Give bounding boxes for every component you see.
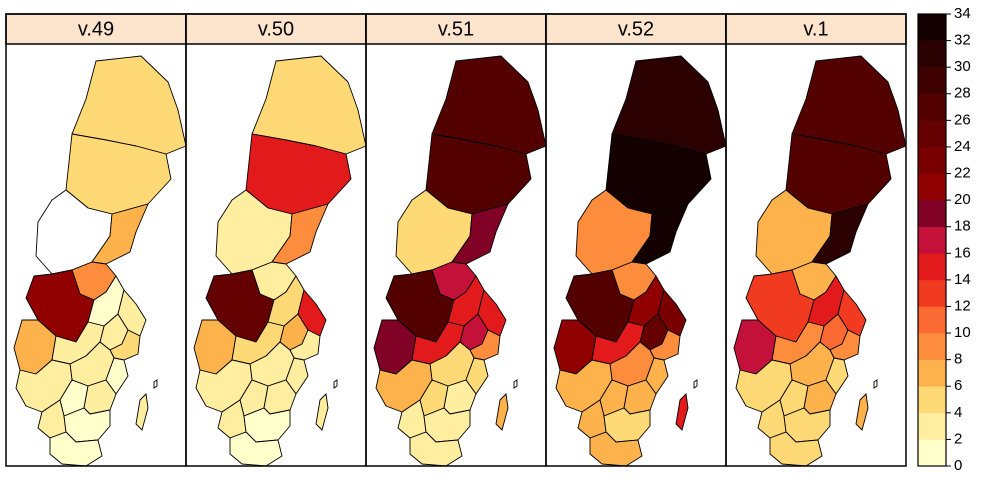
region-polygon <box>769 431 823 467</box>
legend-tick-label: 22 <box>954 164 971 181</box>
small-island-polygon <box>693 379 698 389</box>
map-panel: v.49 <box>5 13 187 467</box>
legend-tick-label: 12 <box>954 297 971 314</box>
legend-tick-label: 2 <box>954 430 962 447</box>
legend-color-cell <box>918 253 946 281</box>
island-region-polygon <box>135 393 149 431</box>
region-polygon <box>49 431 103 467</box>
legend-tick-label: 18 <box>954 218 971 235</box>
region-polygon <box>91 203 149 265</box>
panel-title: v.49 <box>78 18 114 40</box>
region-polygon <box>451 203 509 265</box>
legend-color-cell <box>918 173 946 201</box>
legend-color-cell <box>918 67 946 95</box>
map-regions <box>373 55 547 467</box>
region-polygon <box>589 431 643 467</box>
island-region-polygon <box>315 393 329 431</box>
panel-strip <box>5 13 187 45</box>
legend-color-cell <box>918 200 946 228</box>
legend-tick-label: 4 <box>954 404 962 421</box>
region-polygon <box>631 203 689 265</box>
legend-color-cell <box>918 146 946 174</box>
panel-strip <box>545 13 727 45</box>
region-polygon <box>645 357 669 395</box>
legend-tick-label: 8 <box>954 351 962 368</box>
region-polygon <box>271 203 329 265</box>
legend-color-cell <box>918 306 946 334</box>
region-polygon <box>825 357 849 395</box>
region-polygon <box>285 357 309 395</box>
legend-tick-label: 10 <box>954 324 971 341</box>
island-region-polygon <box>855 393 869 431</box>
panel-title: v.51 <box>438 18 474 40</box>
small-island-polygon <box>333 379 338 389</box>
legend-tick-label: 0 <box>954 457 962 474</box>
region-polygon <box>465 357 489 395</box>
small-island-polygon <box>513 379 518 389</box>
legend-color-cell <box>918 439 946 467</box>
legend-tick-label: 32 <box>954 32 971 49</box>
legend-color-cell <box>918 412 946 440</box>
map-regions <box>733 55 907 467</box>
legend-color-cell <box>918 14 946 41</box>
map-panel: v.51 <box>365 13 547 467</box>
legend-color-cell <box>918 333 946 360</box>
legend-color-cell <box>918 120 946 148</box>
region-polygon <box>105 357 129 395</box>
map-panel: v.1 <box>725 13 907 467</box>
legend-color-cell <box>918 359 946 387</box>
island-region-polygon <box>675 393 689 431</box>
map-regions <box>193 55 367 467</box>
panel-title: v.1 <box>803 18 828 40</box>
legend-tick-label: 14 <box>954 271 971 288</box>
legend-frame <box>917 13 947 467</box>
legend-tick-label: 30 <box>954 58 971 75</box>
panel-title: v.52 <box>618 18 654 40</box>
legend-color-cell <box>918 279 946 307</box>
panel-title: v.50 <box>258 18 294 40</box>
small-island-polygon <box>153 379 158 389</box>
map-panel: v.50 <box>185 13 367 467</box>
map-regions <box>553 55 727 467</box>
legend-color-cell <box>918 93 946 121</box>
legend-tick-label: 34 <box>954 5 971 22</box>
legend-color-cell <box>918 386 946 414</box>
legend-color-cell <box>918 40 946 68</box>
legend-tick-label: 28 <box>954 85 971 102</box>
panel-frame <box>725 13 907 467</box>
legend-color-cell <box>918 226 946 254</box>
region-polygon <box>409 431 463 467</box>
region-polygon <box>811 203 869 265</box>
island-region-polygon <box>495 393 509 431</box>
panels-layer: v.49 v.50 v.51 v.52 v.1 <box>5 13 907 467</box>
legend-tick-label: 16 <box>954 244 971 261</box>
map-regions <box>13 55 187 467</box>
legend-tick-label: 6 <box>954 377 962 394</box>
region-polygon <box>229 431 283 467</box>
legend-tick-label: 24 <box>954 138 971 155</box>
legend-tick-label: 26 <box>954 111 971 128</box>
map-panel: v.52 <box>545 13 727 467</box>
small-island-polygon <box>873 379 878 389</box>
legend-tick-label: 20 <box>954 191 971 208</box>
